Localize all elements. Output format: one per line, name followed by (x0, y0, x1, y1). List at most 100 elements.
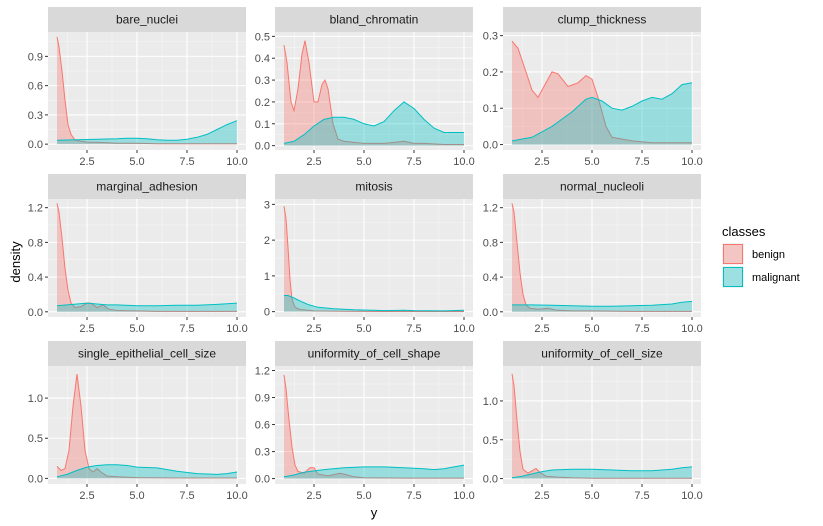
plot-background (503, 32, 701, 150)
y-tick-label: 0.0 (28, 139, 43, 151)
density-line-malignant (511, 82, 693, 142)
facet-panel: single_epithelial_cell_size 0.0 0.5 1.0 2.5 5… (28, 341, 248, 502)
x-tick-label: 2.5 (79, 490, 94, 502)
facet-title: single_epithelial_cell_size (78, 347, 216, 361)
legend: classes benign malignant (722, 224, 800, 288)
plot-background (503, 199, 701, 317)
y-tick-label: 0.5 (483, 435, 498, 447)
y-tick-label: 1.2 (28, 203, 43, 215)
y-tick-label: 0.1 (483, 103, 498, 115)
x-tick-label: 10.0 (681, 323, 702, 335)
facet-title: clump_thickness (558, 13, 647, 27)
x-tick-label: 2.5 (306, 323, 321, 335)
facet-panel: normal_nucleoli 0.0 0.4 0.8 1.2 2.5 5.0 7.5 10.0 (483, 174, 703, 335)
y-tick-label: 0.0 (255, 141, 270, 153)
y-tick-label: 1 (264, 271, 270, 283)
facet-strip (275, 341, 473, 366)
y-tick-label: 0.9 (255, 393, 270, 405)
facet-title: marginal_adhesion (96, 180, 197, 194)
density-line-malignant (56, 464, 238, 478)
y-tick-label: 0.0 (255, 474, 270, 486)
x-tick-label: 7.5 (179, 156, 194, 168)
x-axis-title: y (371, 505, 378, 520)
y-tick-label: 1.2 (483, 203, 498, 215)
x-tick-label: 5.0 (129, 323, 144, 335)
density-line-malignant (56, 120, 238, 141)
density-line-benign (511, 373, 692, 479)
x-tick-label: 10.0 (226, 490, 247, 502)
x-tick-label: 5.0 (584, 323, 599, 335)
x-tick-label: 7.5 (179, 490, 194, 502)
facet-title: normal_nucleoli (560, 180, 644, 194)
facet-panel: clump_thickness 0.0 0.1 0.2 0.3 2.5 5.0 7.5 10.0 (483, 7, 703, 168)
y-tick-label: 0.3 (255, 75, 270, 87)
density-line-benign (511, 203, 692, 312)
y-tick-label: 0.4 (483, 272, 498, 284)
density-line-benign (56, 36, 237, 145)
x-tick-label: 10.0 (453, 490, 474, 502)
x-tick-label: 5.0 (356, 323, 371, 335)
density-area-benign (284, 40, 464, 146)
x-tick-label: 10.0 (226, 323, 247, 335)
density-area-malignant (512, 82, 692, 145)
y-tick-label: 0.8 (28, 237, 43, 249)
facet-panel: uniformity_of_cell_shape 0.0 0.3 0.6 0.9 1.2 2… (255, 341, 475, 502)
density-line-malignant (284, 295, 465, 312)
facet-strip (48, 341, 246, 366)
x-tick-label: 5.0 (584, 490, 599, 502)
y-tick-label: 0.0 (483, 474, 498, 486)
facet-panel: bland_chromatin 0.0 0.1 0.2 0.3 0.4 0.5 2.5 5.0 7… (255, 7, 475, 168)
y-tick-label: 0.0 (28, 473, 43, 485)
y-tick-label: 0 (264, 307, 270, 319)
y-tick-label: 0.1 (255, 119, 270, 131)
density-line-benign (283, 40, 464, 145)
legend-label-malignant: malignant (752, 272, 800, 284)
density-line-malignant (511, 466, 693, 479)
facet-strip (503, 7, 701, 32)
x-tick-label: 7.5 (634, 490, 649, 502)
facet-title: bland_chromatin (330, 13, 419, 27)
x-tick-label: 5.0 (356, 490, 371, 502)
y-tick-label: 0.2 (255, 97, 270, 109)
facet-panel: uniformity_of_cell_size 0.0 0.5 1.0 2.5 5.0 7.… (483, 341, 703, 502)
density-line-benign (283, 374, 464, 479)
facet-strip (48, 7, 246, 32)
y-tick-label: 0.0 (483, 140, 498, 152)
density-line-malignant (56, 302, 238, 307)
plot-background (48, 366, 246, 484)
y-axis-title: density (8, 241, 23, 283)
facet-title: mitosis (355, 180, 392, 194)
facet-strip (503, 341, 701, 366)
legend-key-background (722, 243, 744, 265)
density-line-malignant (283, 464, 465, 478)
y-tick-label: 0.5 (255, 31, 270, 43)
x-tick-label: 7.5 (406, 156, 421, 168)
legend-key-malignant (723, 267, 743, 287)
y-tick-label: 0.6 (28, 81, 43, 93)
density-area-malignant (284, 101, 464, 146)
y-tick-label: 1.0 (28, 393, 43, 405)
facet-strip (48, 174, 246, 199)
y-tick-label: 0.3 (28, 110, 43, 122)
x-tick-label: 5.0 (356, 156, 371, 168)
facet-panel: mitosis 0 1 2 3 2.5 5.0 7.5 10.0 (264, 174, 475, 335)
facet-strip (275, 7, 473, 32)
plot-background (48, 199, 246, 317)
x-tick-label: 2.5 (306, 490, 321, 502)
y-tick-label: 0.2 (483, 67, 498, 79)
y-tick-label: 0.8 (483, 237, 498, 249)
x-tick-label: 2.5 (534, 323, 549, 335)
x-tick-label: 7.5 (179, 323, 194, 335)
x-tick-label: 7.5 (406, 490, 421, 502)
x-tick-label: 2.5 (79, 323, 94, 335)
x-tick-label: 10.0 (681, 490, 702, 502)
x-tick-label: 2.5 (79, 156, 94, 168)
y-tick-label: 3 (264, 199, 270, 211)
y-tick-label: 1.2 (255, 366, 270, 378)
x-tick-label: 7.5 (406, 323, 421, 335)
density-area-benign (57, 374, 237, 479)
x-tick-label: 10.0 (453, 323, 474, 335)
y-tick-label: 0.3 (255, 447, 270, 459)
